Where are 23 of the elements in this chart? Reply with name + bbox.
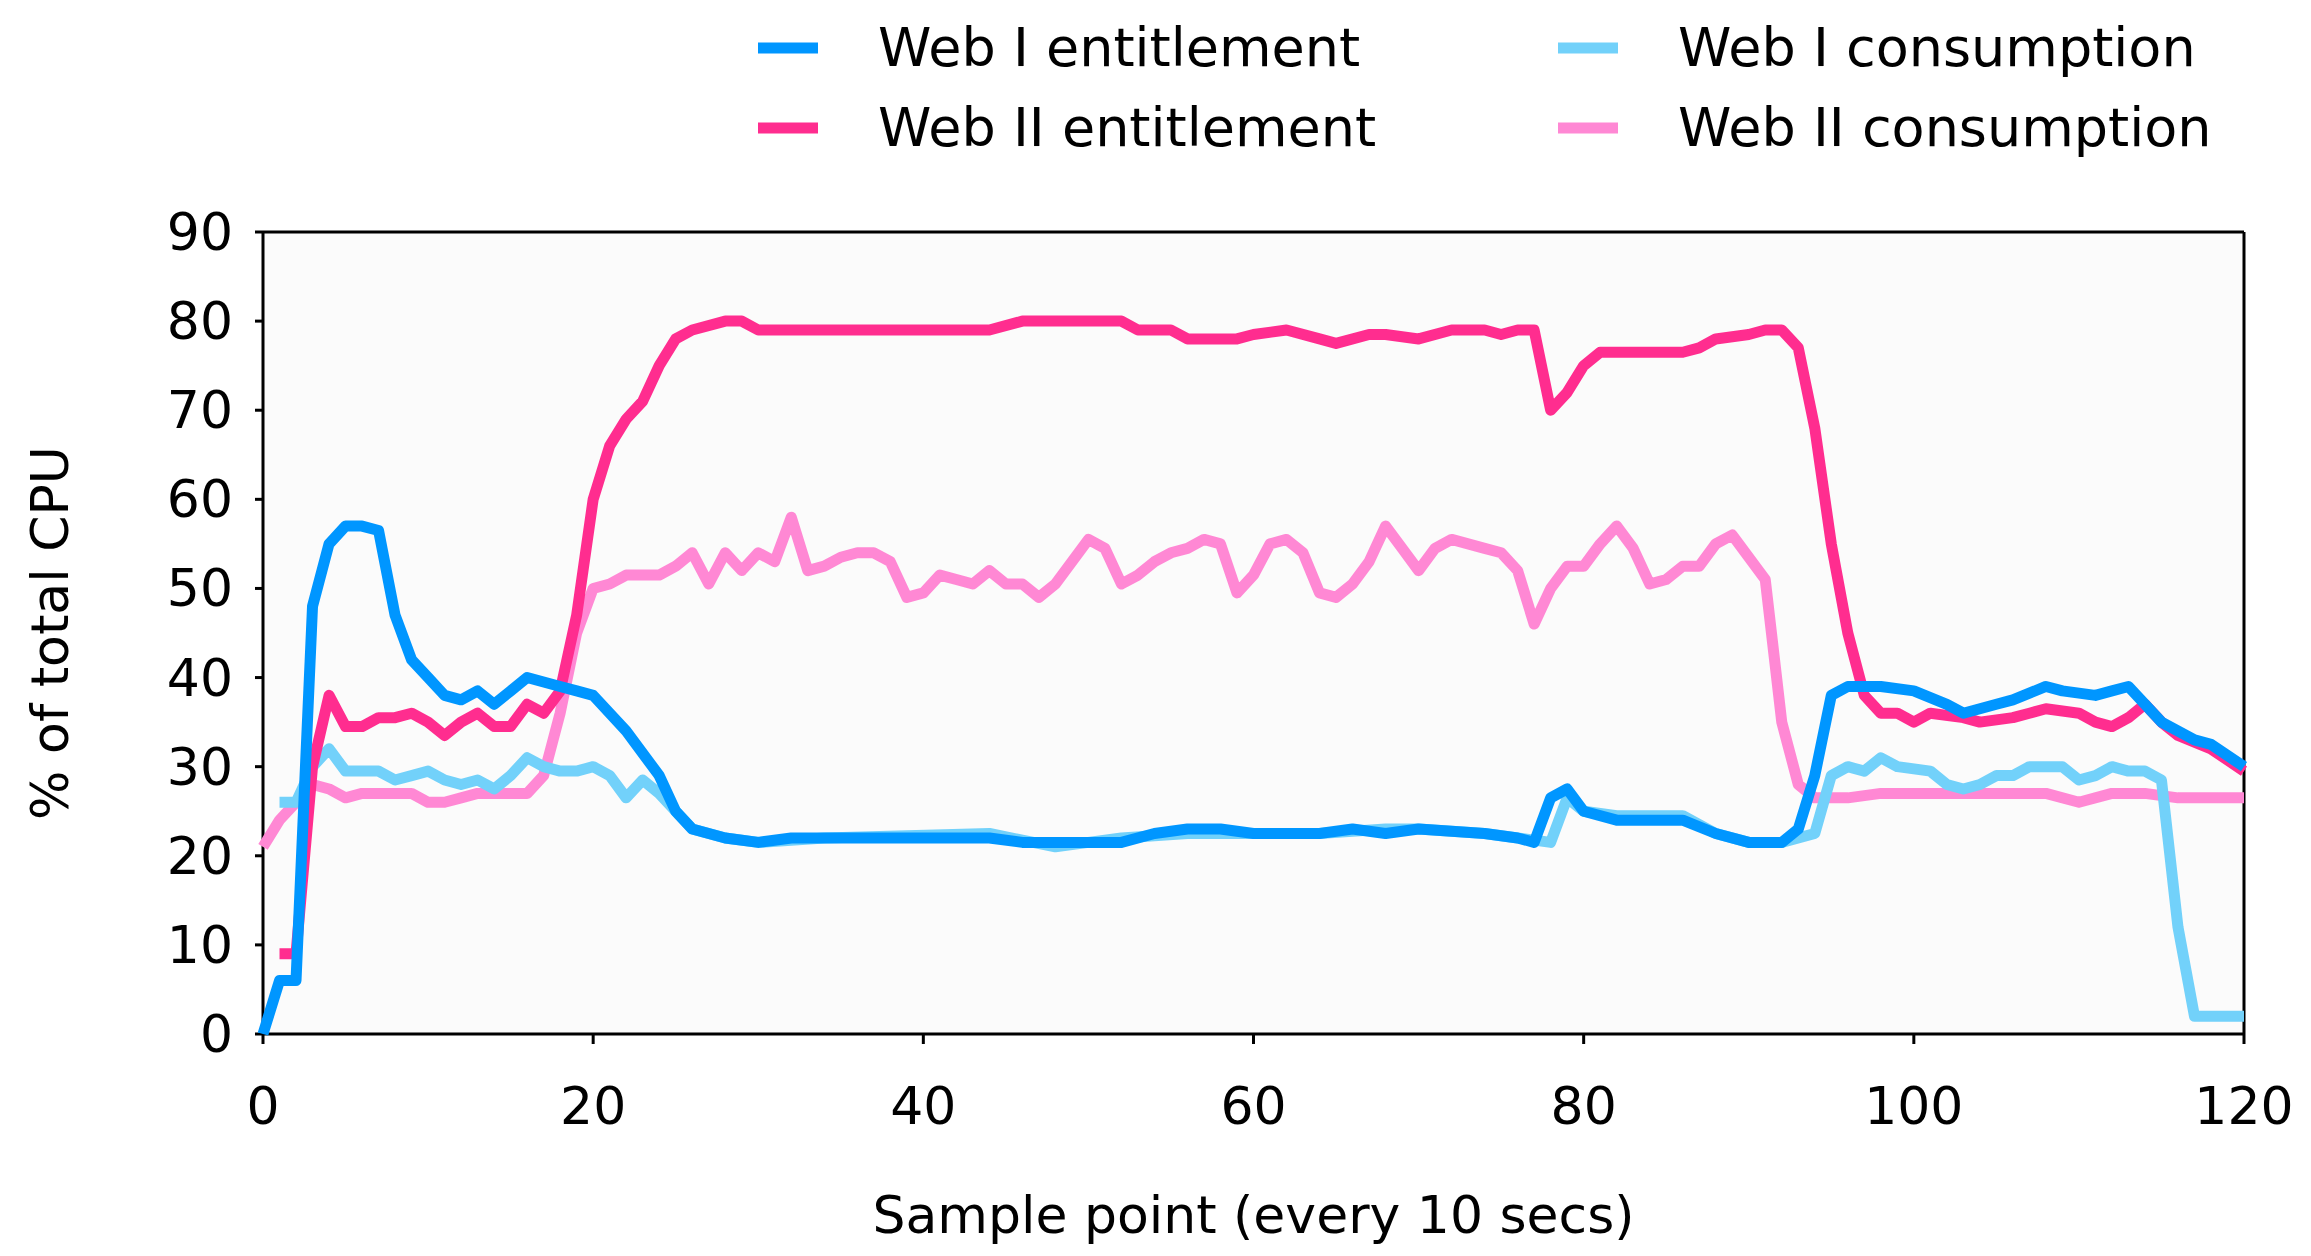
- legend-label: Web II entitlement: [878, 96, 1377, 159]
- x-tick-label: 80: [1550, 1076, 1617, 1136]
- y-tick-label: 10: [166, 914, 233, 975]
- x-tick-label: 100: [1864, 1076, 1964, 1136]
- x-tick-label: 120: [2194, 1076, 2294, 1136]
- y-tick-label: 60: [166, 469, 233, 530]
- y-axis-title: % of total CPU: [20, 446, 80, 820]
- y-tick-label: 40: [166, 647, 233, 708]
- x-tick-label: 40: [890, 1076, 957, 1136]
- x-tick-label: 20: [560, 1076, 627, 1136]
- legend-label: Web II consumption: [1678, 96, 2212, 159]
- y-tick-label: 0: [199, 1004, 233, 1064]
- x-axis-title: Sample point (every 10 secs): [872, 1185, 1635, 1245]
- legend-label: Web I entitlement: [878, 16, 1361, 79]
- y-tick-label: 80: [166, 291, 233, 352]
- x-tick-label: 60: [1220, 1076, 1287, 1136]
- legend-label: Web I consumption: [1678, 16, 2196, 79]
- y-tick-label: 90: [166, 202, 233, 262]
- y-tick-label: 50: [166, 558, 233, 619]
- y-tick-label: 20: [166, 825, 233, 886]
- y-tick-label: 70: [166, 380, 233, 441]
- y-tick-label: 30: [166, 736, 233, 797]
- x-tick-label: 0: [246, 1076, 280, 1136]
